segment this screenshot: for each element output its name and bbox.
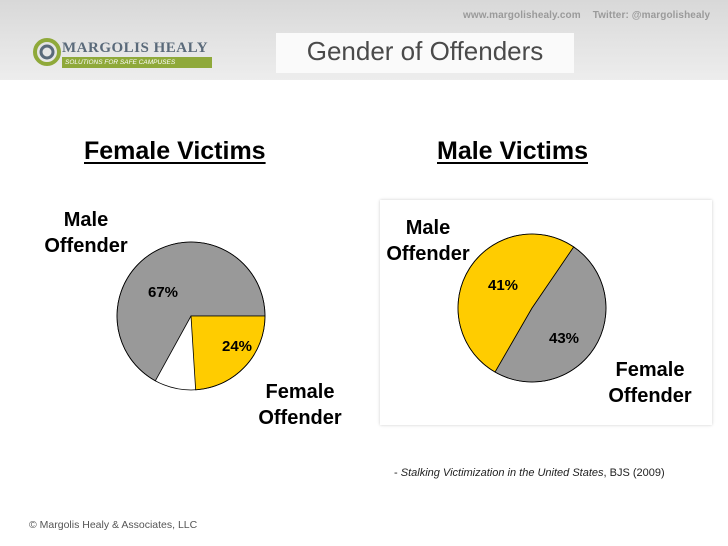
citation-dash: -: [394, 467, 401, 479]
website-link[interactable]: www.margolishealy.com: [463, 10, 581, 21]
company-logo: MARGOLIS HEALY SOLUTIONS FOR SAFE CAMPUS…: [32, 37, 212, 71]
label-female: Female: [265, 381, 335, 403]
pie-outline: [116, 241, 266, 391]
label-male: Male: [63, 209, 109, 231]
label-offender: Offender: [44, 235, 128, 257]
website-contact: www.margolishealy.com Twitter: @margolish…: [463, 10, 710, 21]
label-female: Female: [615, 359, 685, 381]
data-label-67: 67%: [148, 284, 179, 301]
label-offender: Offender: [608, 385, 692, 407]
label-female-offender-left: Female Offender: [240, 379, 360, 431]
data-label-43: 43%: [549, 330, 580, 347]
citation-source: , BJS (2009): [603, 467, 665, 479]
logo-tagline: SOLUTIONS FOR SAFE CAMPUSES: [62, 57, 212, 68]
footer-copyright: © Margolis Healy & Associates, LLC: [29, 519, 198, 531]
chart-title-female-victims: Female Victims: [84, 137, 266, 165]
logo-name: MARGOLIS HEALY: [62, 40, 209, 56]
chart-title-male-victims: Male Victims: [437, 137, 589, 165]
data-label-41: 41%: [488, 277, 519, 294]
label-male: Male: [405, 217, 451, 239]
data-label-24: 24%: [222, 338, 253, 355]
label-offender: Offender: [258, 407, 342, 429]
twitter-handle[interactable]: Twitter: @margolishealy: [592, 10, 711, 21]
label-female-offender-right: Female Offender: [590, 357, 710, 409]
pie-outline: [457, 233, 607, 383]
source-citation: - Stalking Victimization in the United S…: [394, 467, 665, 479]
logo-mark-icon: [33, 38, 61, 66]
page-title: Gender of Offenders: [306, 36, 544, 66]
citation-title: Stalking Victimization in the United Sta…: [400, 467, 604, 479]
label-male-offender-left: Male Offender: [26, 207, 146, 259]
pie-chart-male-victims: [457, 233, 607, 383]
label-male-offender-right: Male Offender: [368, 215, 488, 267]
title-panel: [276, 33, 574, 73]
label-offender: Offender: [386, 243, 470, 265]
pie-chart-female-victims: [116, 241, 266, 391]
